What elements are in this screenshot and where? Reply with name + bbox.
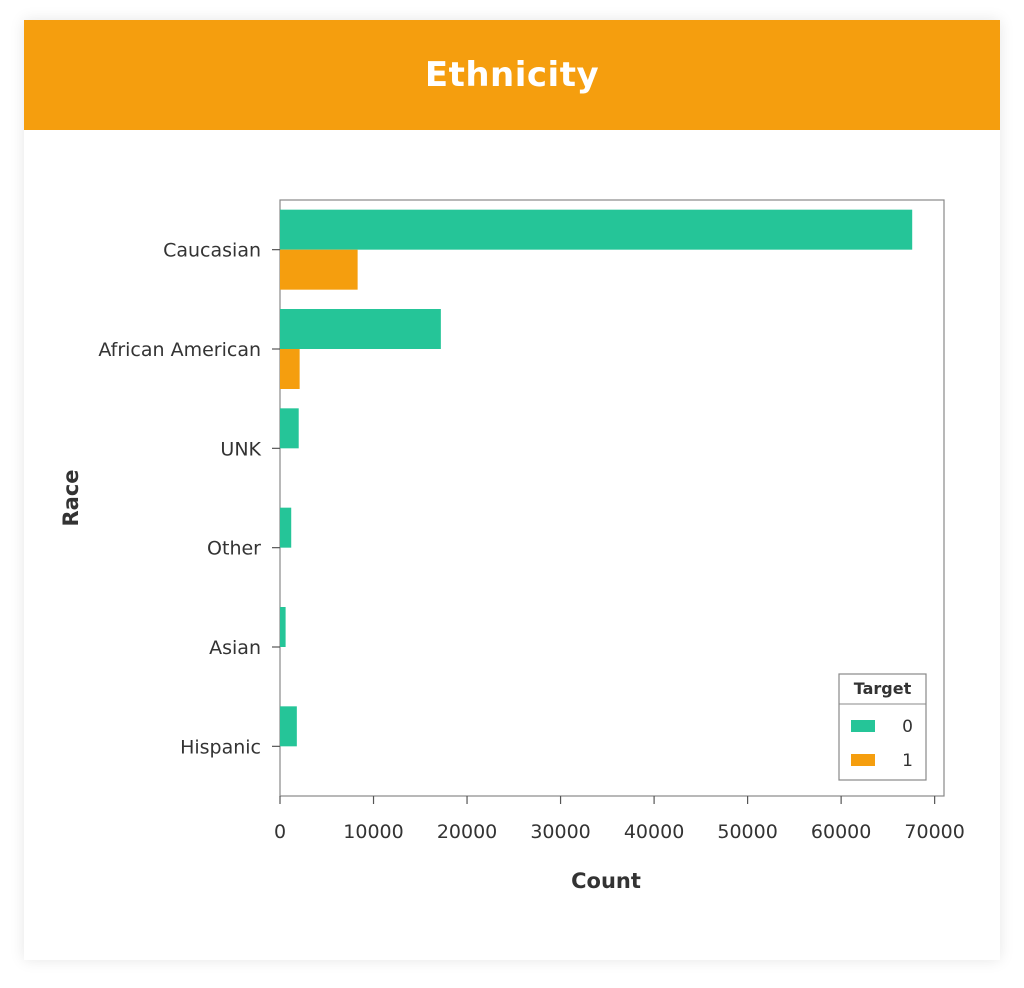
x-tick-label: 30000 bbox=[530, 821, 590, 843]
legend-label-0: 0 bbox=[902, 717, 913, 737]
x-tick-label: 50000 bbox=[717, 821, 777, 843]
x-tick-label: 20000 bbox=[437, 821, 497, 843]
x-axis-title: Count bbox=[571, 869, 641, 893]
chart-title: Ethnicity bbox=[424, 55, 600, 95]
x-tick-label: 0 bbox=[274, 821, 286, 843]
y-tick-label: Hispanic bbox=[180, 736, 261, 758]
y-tick-label: African American bbox=[98, 339, 261, 361]
y-tick-label: Other bbox=[207, 538, 261, 560]
bar-african-american-target-0 bbox=[280, 309, 441, 349]
bar-caucasian-target-1 bbox=[280, 249, 358, 290]
plot-frame bbox=[279, 199, 945, 797]
x-tick-label: 10000 bbox=[343, 821, 403, 843]
x-tick-label: 60000 bbox=[811, 821, 871, 843]
bar-asian-target-0 bbox=[280, 607, 286, 647]
bar-unk-target-0 bbox=[280, 408, 299, 449]
bar-hispanic-target-0 bbox=[280, 706, 297, 747]
bar-caucasian-target-0 bbox=[280, 209, 913, 250]
legend-title: Target bbox=[854, 679, 912, 698]
x-tick-label: 40000 bbox=[624, 821, 684, 843]
x-tick-label: 70000 bbox=[904, 821, 964, 843]
y-tick-label: UNK bbox=[220, 438, 261, 460]
legend-label-1: 1 bbox=[902, 751, 913, 771]
y-axis-title: Race bbox=[59, 469, 83, 526]
y-tick-label: Asian bbox=[209, 637, 261, 659]
bar-african-american-target-1 bbox=[280, 349, 300, 389]
y-tick-label: Caucasian bbox=[163, 240, 261, 262]
chart-card: Ethnicity bbox=[24, 20, 1000, 960]
bar-other-target-0 bbox=[280, 507, 292, 548]
legend-swatch-1 bbox=[851, 754, 875, 766]
title-banner: Ethnicity bbox=[24, 20, 1000, 130]
legend-swatch-0 bbox=[851, 720, 875, 732]
